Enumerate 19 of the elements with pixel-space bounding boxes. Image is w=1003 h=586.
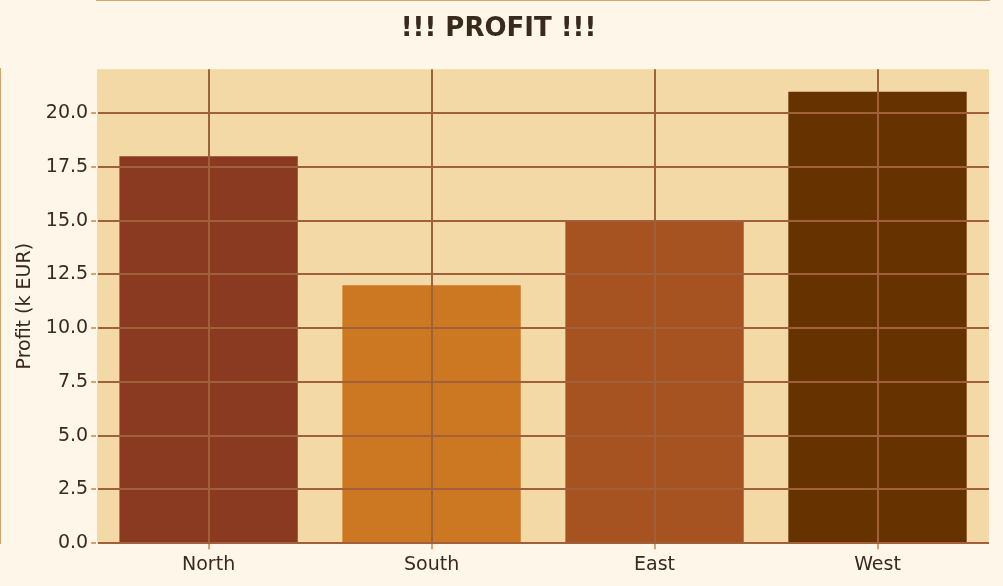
y-tick-label: 15.0 (45, 207, 89, 230)
y-tick-label: 2.5 (57, 476, 89, 499)
y-tick-label: 0.0 (57, 530, 89, 553)
chart-title: !!! PROFIT !!! (400, 12, 597, 43)
y-tick-label: 12.5 (45, 261, 89, 284)
y-tick-label: 10.0 (45, 315, 89, 338)
y-tick-label: 5.0 (57, 422, 89, 445)
y-tick-label: 7.5 (57, 368, 89, 391)
y-tick-label: 17.5 (45, 153, 89, 176)
bar (119, 156, 298, 543)
x-tick-label: North (182, 551, 236, 574)
bar (788, 91, 967, 543)
y-axis-title: Profit (k EUR) (12, 242, 35, 370)
bar (565, 220, 744, 543)
x-tick-label: South (403, 551, 460, 574)
x-tick-label: East (634, 551, 676, 574)
y-tick-label: 20.0 (45, 100, 89, 123)
x-tick-label: West (854, 551, 901, 574)
bar (342, 285, 521, 543)
